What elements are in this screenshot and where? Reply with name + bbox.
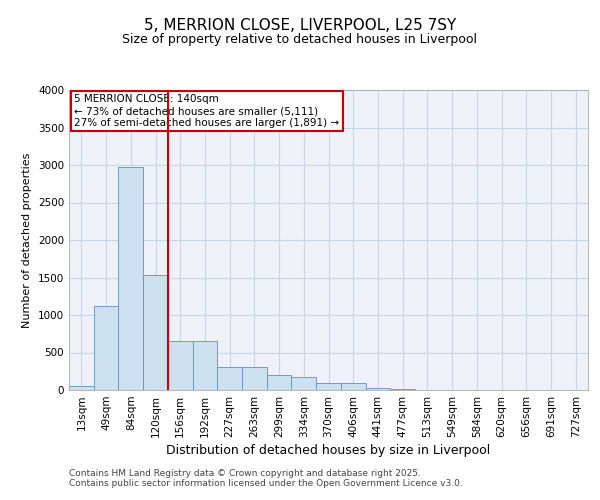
Text: 5 MERRION CLOSE: 140sqm
← 73% of detached houses are smaller (5,111)
27% of semi: 5 MERRION CLOSE: 140sqm ← 73% of detache…: [74, 94, 340, 128]
Text: Contains HM Land Registry data © Crown copyright and database right 2025.: Contains HM Land Registry data © Crown c…: [69, 468, 421, 477]
Y-axis label: Number of detached properties: Number of detached properties: [22, 152, 32, 328]
Bar: [217, 367, 242, 390]
Bar: [267, 375, 292, 390]
Bar: [143, 275, 168, 390]
Bar: [242, 367, 267, 390]
Bar: [94, 306, 118, 390]
Bar: [341, 383, 365, 390]
Bar: [365, 388, 390, 390]
X-axis label: Distribution of detached houses by size in Liverpool: Distribution of detached houses by size …: [166, 444, 491, 457]
Text: Size of property relative to detached houses in Liverpool: Size of property relative to detached ho…: [122, 32, 478, 46]
Bar: [316, 383, 341, 390]
Bar: [390, 389, 415, 390]
Bar: [118, 166, 143, 390]
Bar: [292, 377, 316, 390]
Bar: [168, 341, 193, 390]
Text: Contains public sector information licensed under the Open Government Licence v3: Contains public sector information licen…: [69, 478, 463, 488]
Bar: [69, 386, 94, 390]
Bar: [193, 341, 217, 390]
Text: 5, MERRION CLOSE, LIVERPOOL, L25 7SY: 5, MERRION CLOSE, LIVERPOOL, L25 7SY: [144, 18, 456, 32]
